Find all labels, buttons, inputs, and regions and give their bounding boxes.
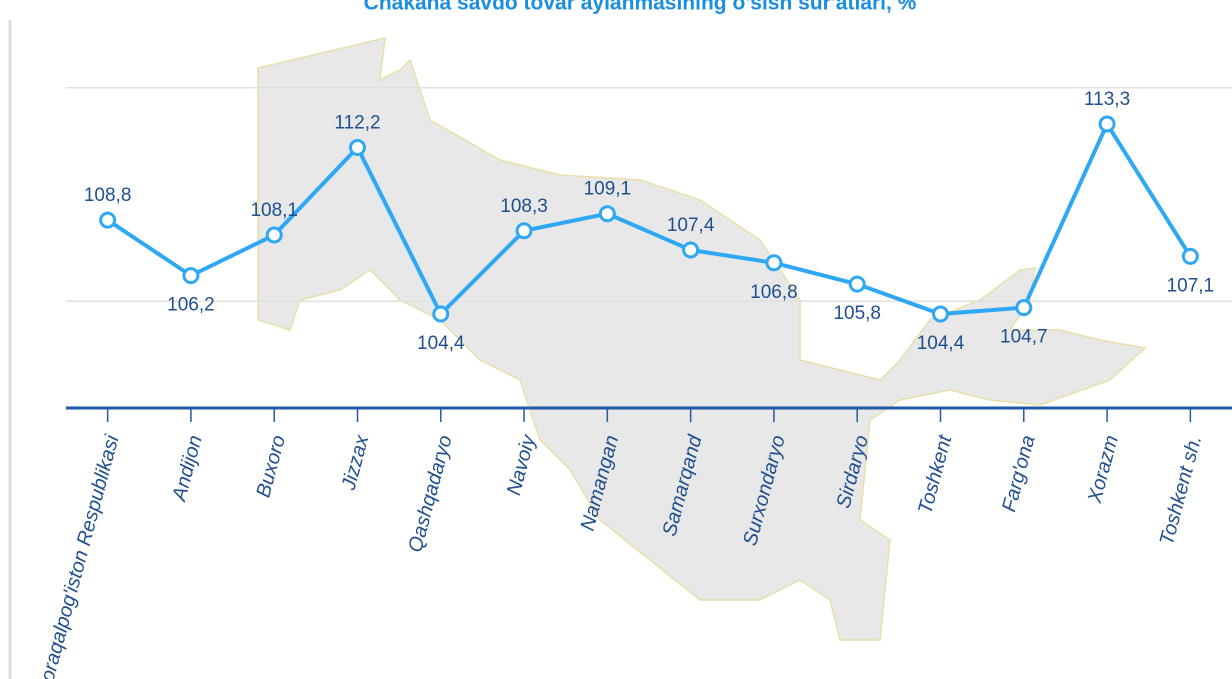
data-label: 105,8 [833, 303, 881, 324]
data-label: 108,3 [500, 196, 548, 217]
point [349, 138, 366, 156]
point [1015, 299, 1033, 317]
data-label: 109,1 [584, 179, 632, 200]
data-label: 108,1 [250, 200, 298, 221]
chart-title: Chakana savdo tovar aylanmasining o'sish… [364, 0, 917, 15]
x-tick-label: Navoiy [503, 432, 540, 498]
x-tick-label: Farg'ona [998, 433, 1040, 514]
x-tick-label: Xorazm [1084, 433, 1123, 506]
data-label: 108,8 [84, 185, 132, 206]
point [182, 267, 200, 285]
data-label: 107,4 [667, 215, 715, 236]
point [682, 241, 700, 259]
x-tick-label: Qoraqalpog'iston Respublikasi [33, 432, 124, 679]
x-tick-label: Jizzax [338, 432, 374, 493]
x-tick-label: Qashqadaryo [404, 433, 456, 555]
line [106, 119, 1193, 318]
map-background [257, 37, 1147, 641]
data-label: 113,3 [1084, 89, 1130, 110]
x-tick-label: Toshkent sh. [1156, 433, 1206, 548]
point [848, 275, 866, 293]
data-label: 107,1 [1167, 275, 1215, 296]
point [1181, 247, 1199, 265]
point [265, 226, 283, 244]
data-label: 104,4 [417, 333, 465, 354]
data-label: 106,2 [167, 295, 215, 316]
x-tick-label: Buxoro [252, 433, 290, 500]
point [932, 305, 949, 323]
x-tick-label: Andijon [168, 433, 207, 504]
point [598, 205, 616, 223]
data-label: 104,4 [917, 333, 965, 354]
point [99, 211, 117, 229]
data-label: 112,2 [334, 113, 380, 134]
point [515, 222, 533, 240]
point [1098, 115, 1116, 133]
data-label: 106,8 [750, 282, 798, 303]
data-label: 104,7 [1000, 327, 1048, 348]
point [765, 254, 783, 272]
point [432, 305, 450, 323]
x-tick-label: Toshkent [914, 432, 956, 517]
